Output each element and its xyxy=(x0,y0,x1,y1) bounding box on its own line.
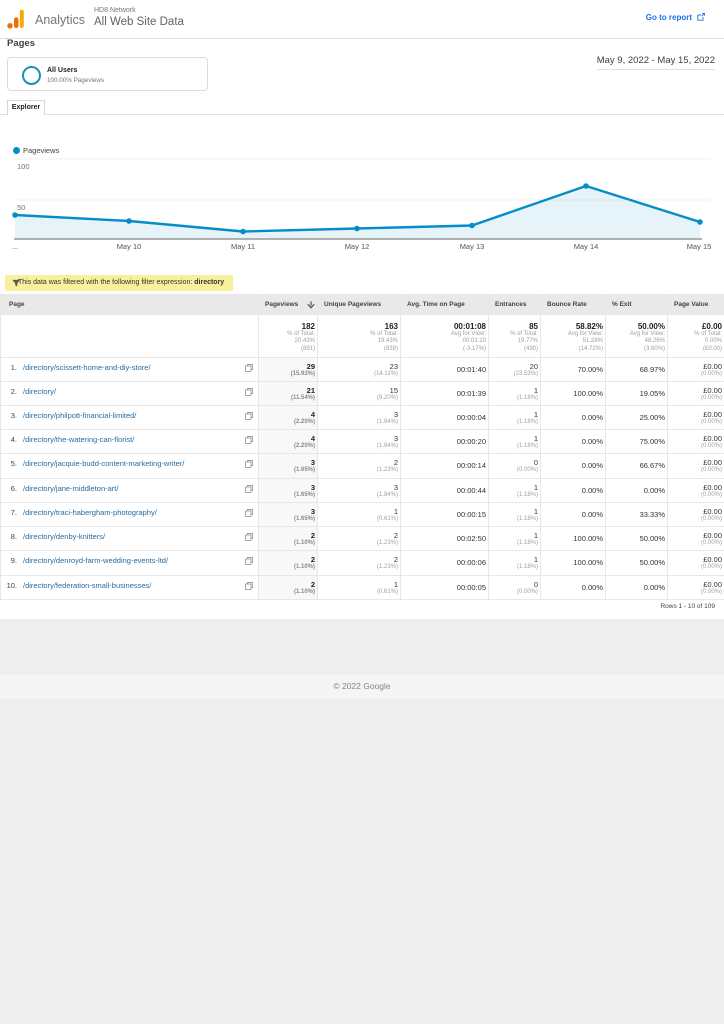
svg-text:May 13: May 13 xyxy=(460,242,485,251)
svg-text:May 15: May 15 xyxy=(687,242,712,251)
svg-text:50: 50 xyxy=(17,203,25,212)
svg-text:...: ... xyxy=(12,242,18,251)
svg-text:May 11: May 11 xyxy=(231,242,255,251)
svg-text:May 14: May 14 xyxy=(574,242,599,251)
svg-text:100: 100 xyxy=(17,162,30,171)
svg-text:May 10: May 10 xyxy=(117,242,142,251)
svg-text:May 12: May 12 xyxy=(345,242,370,251)
